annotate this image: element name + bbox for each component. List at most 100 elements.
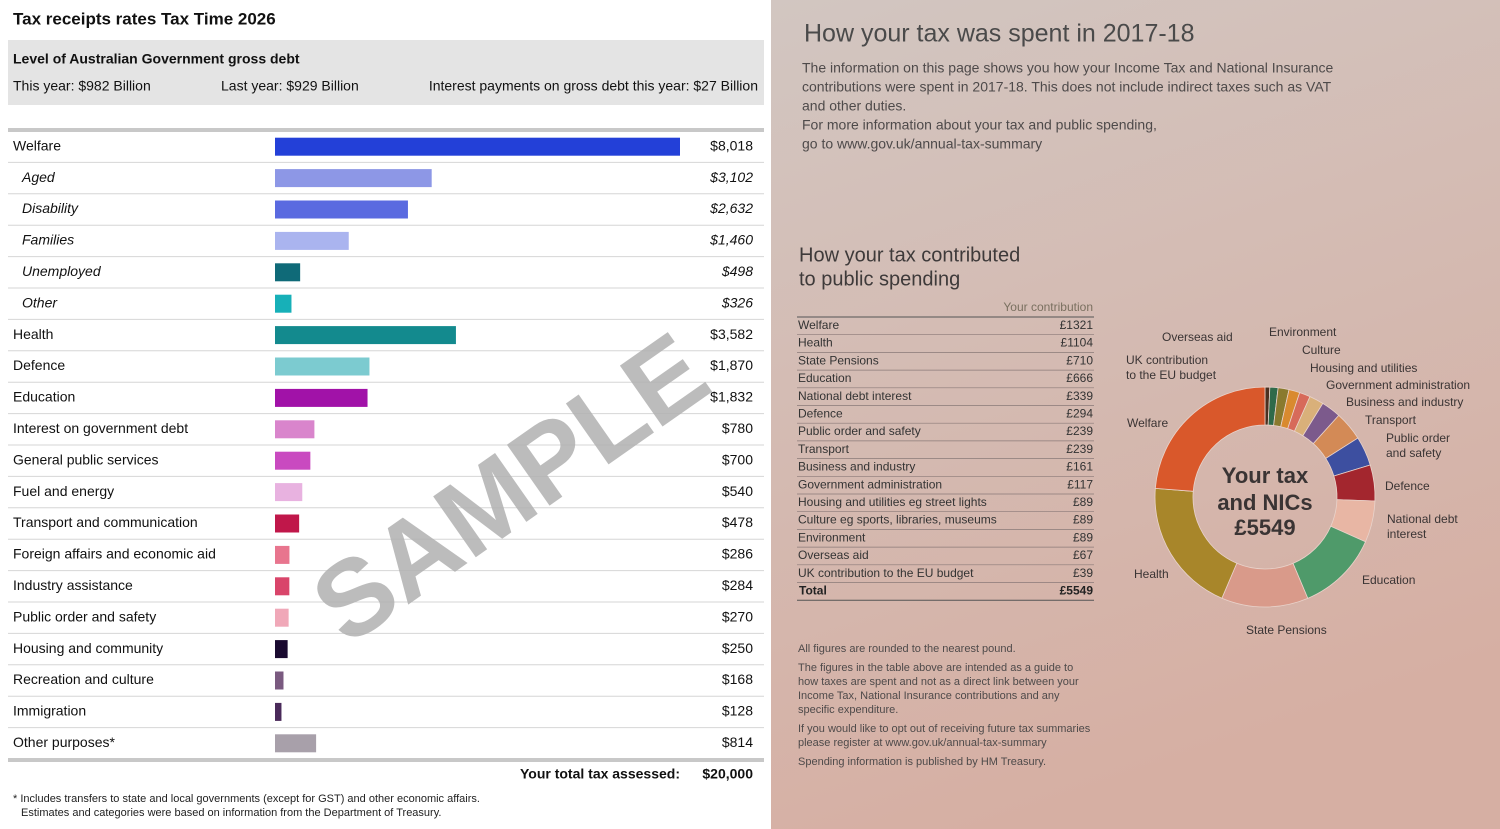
more-line: go to www.gov.uk/annual-tax-summary <box>802 136 1042 152</box>
more-line: For more information about your tax and … <box>802 117 1157 133</box>
row-value: $8,018 <box>710 137 753 153</box>
donut-label: Welfare <box>1127 416 1168 430</box>
donut-segment <box>1221 562 1309 608</box>
row-label: Transport and communication <box>13 514 198 530</box>
total-value: $20,000 <box>702 766 753 782</box>
row-label: Business and industry <box>798 460 915 474</box>
donut-label: interest <box>1387 527 1427 541</box>
bar <box>275 702 282 721</box>
donut-label: Education <box>1362 573 1415 587</box>
row-value: £161 <box>1066 460 1093 474</box>
total-label: Total <box>799 584 827 598</box>
bar <box>275 169 432 188</box>
debt-item: Interest payments on gross debt this yea… <box>429 78 758 94</box>
donut-label: Transport <box>1365 413 1417 427</box>
row-value: £67 <box>1073 548 1093 562</box>
intro-line: and other duties. <box>802 98 906 114</box>
row-label: Culture eg sports, libraries, museums <box>798 513 997 527</box>
donut-label: to the EU budget <box>1126 368 1217 382</box>
row-label: Disability <box>22 200 79 216</box>
note-line: Spending information is published by HM … <box>798 756 1046 768</box>
bar <box>275 200 408 219</box>
debt-item: Last year: $929 Billion <box>221 78 359 94</box>
donut-segment <box>1154 386 1266 492</box>
bar <box>275 734 317 753</box>
left-table: Welfare $8,018 Aged $3,102 Disability $2,632 F… <box>8 128 764 762</box>
footnote: * Includes transfers to state and local … <box>13 793 480 805</box>
row-label: Industry assistance <box>13 577 133 593</box>
row-label: Interest on government debt <box>13 420 188 436</box>
row-label: Unemployed <box>22 263 102 279</box>
donut-label: Defence <box>1385 479 1430 493</box>
bar <box>275 420 315 439</box>
right-table: Your contribution Welfare £1321 Health £1104… <box>797 300 1094 601</box>
donut-label: Housing and utilities <box>1310 361 1417 375</box>
row-value: $1,460 <box>709 232 753 248</box>
bar <box>275 357 370 376</box>
row-label: Recreation and culture <box>13 671 154 687</box>
row-value: £666 <box>1066 371 1093 385</box>
donut-label: and safety <box>1386 446 1441 460</box>
note-line: If you would like to opt out of receivin… <box>798 723 1091 735</box>
donut-label: UK contribution <box>1126 353 1208 367</box>
donut-label: Business and industry <box>1346 395 1463 409</box>
donut-label: Environment <box>1269 325 1337 339</box>
row-value: £1321 <box>1060 318 1094 332</box>
note-line: All figures are rounded to the nearest p… <box>798 643 1016 655</box>
row-value: $700 <box>722 451 753 467</box>
row-value: $1,832 <box>710 389 753 405</box>
row-value: £39 <box>1073 566 1093 580</box>
row-label: National debt interest <box>798 389 912 403</box>
donut-label: Overseas aid <box>1162 330 1233 344</box>
row-value: $270 <box>722 608 753 624</box>
right-title: How your tax was spent in 2017-18 <box>804 20 1195 48</box>
donut-center-label: Your tax <box>1222 463 1309 488</box>
donut-label: National debt <box>1387 512 1458 526</box>
row-value: $498 <box>721 263 753 279</box>
right-panel <box>771 0 1500 829</box>
row-value: $780 <box>722 420 753 436</box>
row-value: £710 <box>1066 353 1093 367</box>
row-value: $814 <box>722 734 753 750</box>
row-value: £89 <box>1073 530 1093 544</box>
row-value: £294 <box>1066 407 1093 421</box>
column-header: Your contribution <box>1003 300 1093 314</box>
row-label: Families <box>22 232 74 248</box>
bar <box>275 577 290 596</box>
intro-line: The information on this page shows you h… <box>802 60 1333 76</box>
row-value: $478 <box>722 514 753 530</box>
bar <box>275 137 680 156</box>
row-label: Education <box>798 371 851 385</box>
row-label: Defence <box>13 357 65 373</box>
table-bottom-rule <box>8 758 764 762</box>
row-value: £117 <box>1067 477 1093 491</box>
row-value: £339 <box>1066 389 1093 403</box>
row-value: $3,102 <box>709 169 753 185</box>
row-label: Fuel and energy <box>13 483 114 499</box>
table-top-rule <box>8 128 764 132</box>
row-value: $3,582 <box>710 326 753 342</box>
bar <box>275 294 292 313</box>
row-label: Health <box>798 336 833 350</box>
row-value: £89 <box>1073 513 1093 527</box>
row-label: Other purposes* <box>13 734 115 750</box>
note-line: Income Tax, National Insurance contribut… <box>798 690 1060 702</box>
row-value: $284 <box>722 577 753 593</box>
donut-label: Health <box>1134 567 1169 581</box>
bar <box>275 608 289 627</box>
row-label: State Pensions <box>798 353 879 367</box>
row-label: Welfare <box>13 137 61 153</box>
row-value: £1104 <box>1061 336 1094 350</box>
bar <box>275 388 368 407</box>
row-value: $2,632 <box>709 200 753 216</box>
subtitle-line: to public spending <box>799 268 960 290</box>
row-value: $168 <box>722 671 753 687</box>
row-label: Immigration <box>13 703 86 719</box>
row-label: Foreign affairs and economic aid <box>13 546 216 562</box>
row-label: Health <box>13 326 53 342</box>
row-value: $250 <box>722 640 753 656</box>
bar <box>275 640 288 659</box>
bar <box>275 263 301 282</box>
